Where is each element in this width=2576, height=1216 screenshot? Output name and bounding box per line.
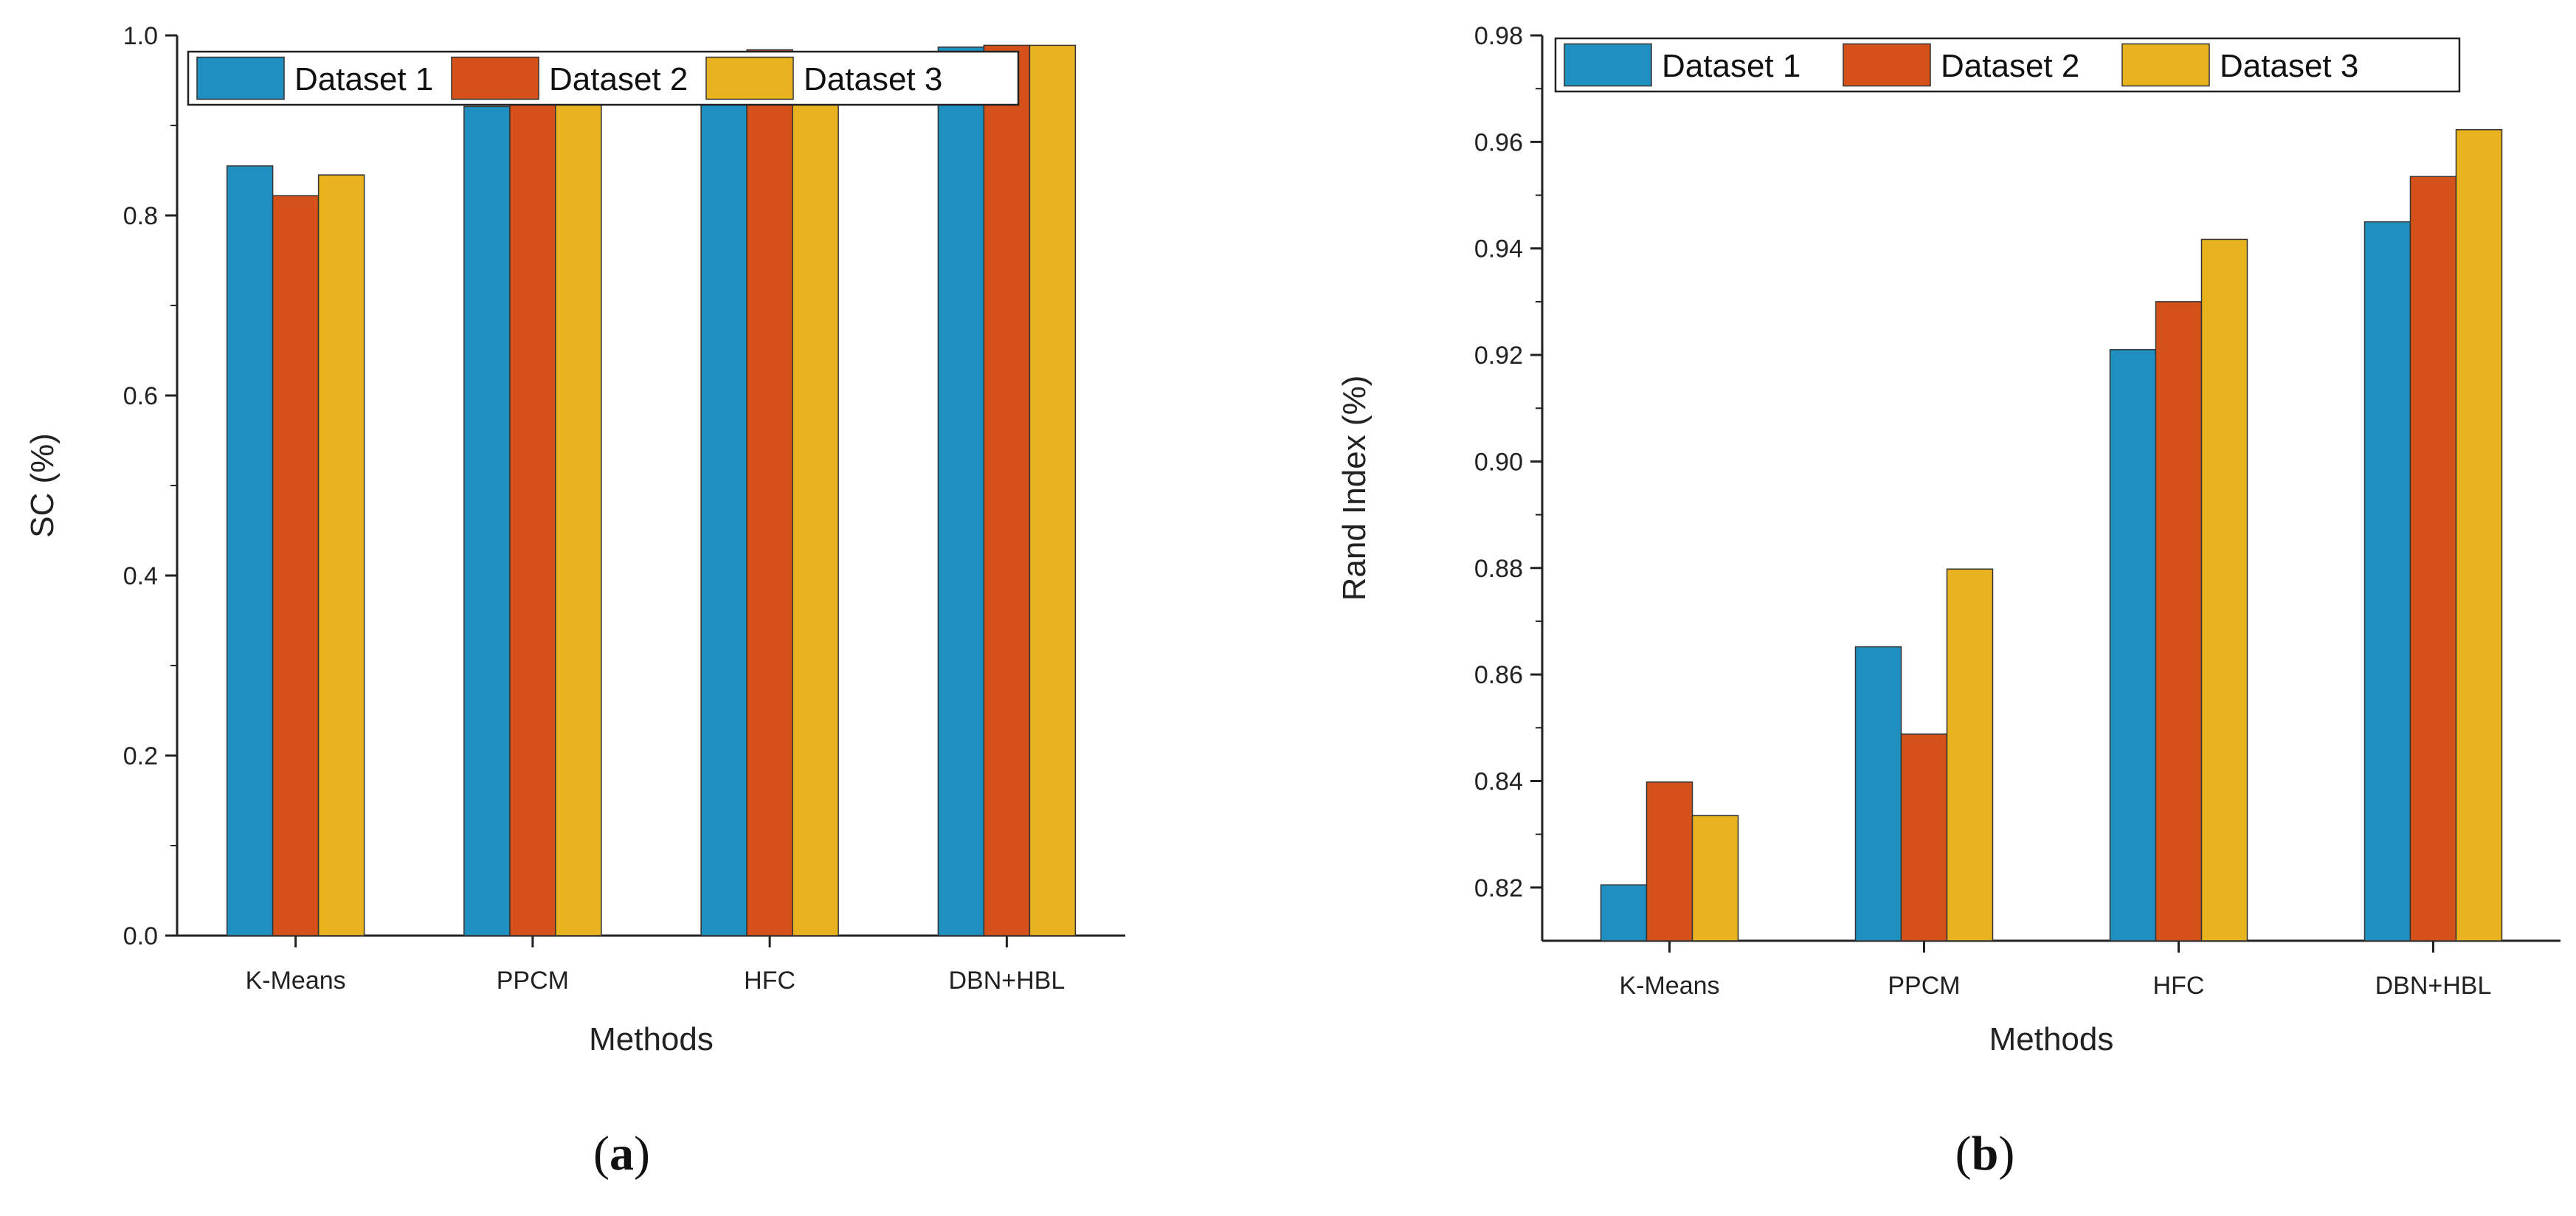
x-tick-label: DBN+HBL <box>2375 972 2492 1000</box>
y-tick-label: 0.96 <box>1474 128 1523 156</box>
x-tick-label: HFC <box>2153 972 2205 1000</box>
bar-dataset-2-ppcm <box>509 84 556 936</box>
y-axis-title: SC (%) <box>24 433 61 538</box>
bar-dataset-3-hfc <box>792 56 839 936</box>
legend-label: Dataset 2 <box>1941 48 2079 84</box>
bar-dataset-3-hfc <box>2200 238 2248 942</box>
bar-dataset-2-hfc <box>746 49 793 936</box>
bar-dataset-1-dbn-hbl <box>2363 221 2411 942</box>
chart-panel-a: 0.0 0.2 0.4 0.6 0.8 1.0 K-Means PPCM HFC DBN+HBL S… <box>24 22 1125 1181</box>
bar-dataset-3-k-means <box>1691 815 1739 942</box>
bar-dataset-2-k-means <box>272 195 320 936</box>
legend: Dataset 1 Dataset 2 Dataset 3 <box>1554 37 2461 93</box>
y-tick-label: 1.0 <box>123 22 158 50</box>
legend: Dataset 1 Dataset 2 Dataset 3 <box>187 50 1020 106</box>
legend-swatch <box>2121 43 2210 87</box>
bar-dataset-2-k-means <box>1646 781 1693 942</box>
y-tick-label: 0.94 <box>1474 235 1523 263</box>
y-tick-label: 0.90 <box>1474 448 1523 476</box>
chart-panel-b: 0.82 0.84 0.86 0.88 0.90 0.92 0.94 0.96 0.98 K-Me… <box>1336 22 2561 1181</box>
bar-dataset-2-hfc <box>2155 301 2203 942</box>
y-tick-label: 0.2 <box>123 742 158 770</box>
y-tick-label: 0.98 <box>1474 22 1523 50</box>
bar-dataset-3-k-means <box>317 174 365 936</box>
caption-letter: a <box>610 1127 634 1181</box>
legend-swatch <box>1564 43 1652 87</box>
x-axis-title: Methods <box>1989 1021 2114 1057</box>
x-tick-label: HFC <box>744 967 795 995</box>
legend-label: Dataset 1 <box>1662 48 1800 84</box>
x-tick-label: DBN+HBL <box>948 967 1065 995</box>
x-tick-label: PPCM <box>497 967 569 995</box>
bar-dataset-1-k-means <box>1600 884 1648 942</box>
figure-caption: (b) <box>1955 1127 2015 1181</box>
legend-box <box>187 50 1020 106</box>
legend-label: Dataset 3 <box>2220 48 2358 84</box>
y-tick-label: 0.6 <box>123 382 158 410</box>
caption-close-paren: ) <box>1998 1127 2014 1181</box>
bar-dataset-2-dbn-hbl <box>2409 176 2457 942</box>
bar-dataset-2-ppcm <box>1900 733 1948 942</box>
bar-dataset-1-k-means <box>226 165 274 936</box>
legend-swatch <box>196 56 285 100</box>
y-tick-label: 0.82 <box>1474 874 1523 902</box>
legend-label: Dataset 1 <box>294 61 433 97</box>
x-axis-title: Methods <box>589 1021 714 1057</box>
bar-dataset-1-hfc <box>2109 349 2157 942</box>
figure-caption: (a) <box>593 1127 650 1181</box>
x-tick-label: K-Means <box>246 967 346 995</box>
y-tick-label: 0.88 <box>1474 555 1523 583</box>
x-tick-label: PPCM <box>1888 972 1960 1000</box>
caption-letter: b <box>1972 1127 1999 1181</box>
legend-box <box>1554 37 2461 93</box>
bar-dataset-1-ppcm <box>463 106 511 936</box>
legend-label: Dataset 2 <box>549 61 688 97</box>
bar-dataset-3-dbn-hbl <box>1029 44 1077 936</box>
y-tick-label: 0.4 <box>123 562 158 590</box>
bar-dataset-1-ppcm <box>1854 646 1902 942</box>
y-axis-title: Rand Index (%) <box>1336 376 1372 601</box>
y-tick-label: 0.92 <box>1474 342 1523 370</box>
legend-swatch <box>451 56 539 100</box>
bar-dataset-1-hfc <box>700 51 747 936</box>
x-tick-label: K-Means <box>1619 972 1719 1000</box>
legend-label: Dataset 3 <box>804 61 942 97</box>
bar-dataset-2-dbn-hbl <box>983 44 1031 936</box>
y-tick-label: 0.8 <box>123 202 158 230</box>
y-tick-label: 0.0 <box>123 922 158 950</box>
legend-swatch <box>705 56 794 100</box>
bar-dataset-1-dbn-hbl <box>937 46 985 936</box>
caption-open-paren: ( <box>1955 1127 1972 1181</box>
y-tick-label: 0.84 <box>1474 767 1523 795</box>
caption-open-paren: ( <box>593 1127 610 1181</box>
bar-dataset-3-ppcm <box>1946 568 1994 942</box>
bar-dataset-3-dbn-hbl <box>2455 129 2503 942</box>
legend-swatch <box>1843 43 1931 87</box>
caption-close-paren: ) <box>634 1127 650 1181</box>
bar-dataset-3-ppcm <box>555 72 602 936</box>
y-tick-label: 0.86 <box>1474 661 1523 689</box>
